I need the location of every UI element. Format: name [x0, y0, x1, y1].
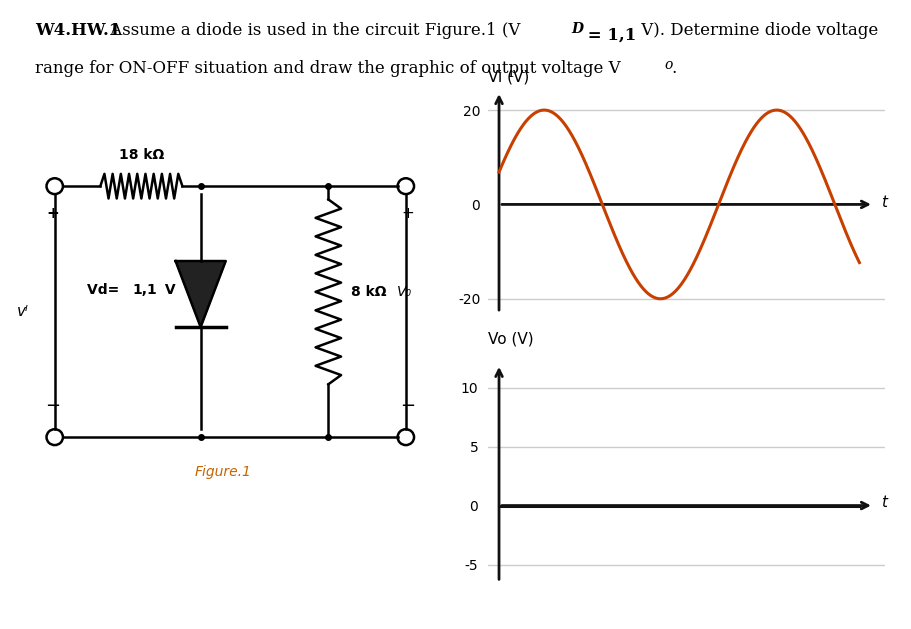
- Text: t: t: [880, 194, 886, 209]
- Text: V). Determine diode voltage: V). Determine diode voltage: [635, 22, 877, 39]
- Text: Vi (V): Vi (V): [487, 69, 528, 84]
- Text: range for ON-OFF situation and draw the graphic of output voltage V: range for ON-OFF situation and draw the …: [35, 60, 619, 77]
- Text: 1,1: 1,1: [132, 282, 157, 297]
- Text: V₀: V₀: [396, 285, 412, 299]
- Text: 8 kΩ: 8 kΩ: [351, 285, 386, 299]
- Text: Vo (V): Vo (V): [487, 331, 533, 347]
- Text: W4.HW.1: W4.HW.1: [35, 22, 120, 39]
- Text: −: −: [400, 397, 415, 415]
- Text: Assume a diode is used in the circuit Figure.1 (V: Assume a diode is used in the circuit Fi…: [105, 22, 519, 39]
- Text: +: +: [402, 206, 414, 221]
- Text: Vd=: Vd=: [87, 282, 124, 297]
- Text: vᴵ: vᴵ: [16, 304, 29, 319]
- Text: −: −: [45, 397, 60, 415]
- Text: 18 kΩ: 18 kΩ: [118, 148, 164, 162]
- Text: .: .: [670, 60, 676, 77]
- Text: t: t: [880, 494, 886, 509]
- Text: D: D: [571, 22, 583, 36]
- Text: +: +: [46, 206, 58, 221]
- Polygon shape: [176, 261, 226, 327]
- Text: = 1,1: = 1,1: [581, 27, 635, 44]
- Text: Figure.1: Figure.1: [195, 465, 251, 479]
- Text: o: o: [663, 58, 671, 72]
- Text: V: V: [159, 282, 175, 297]
